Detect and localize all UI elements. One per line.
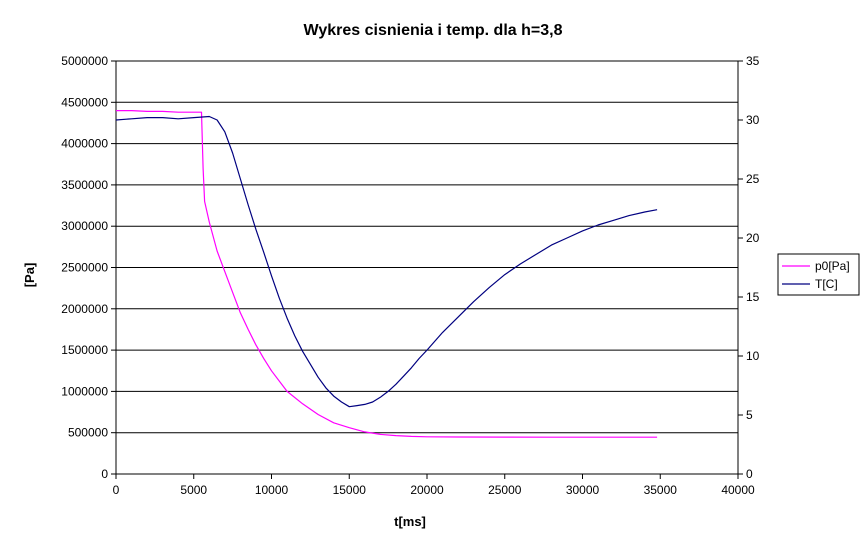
y-tick-label: 1500000 (61, 343, 108, 357)
x-tick-label: 15000 (333, 483, 367, 497)
series-lines (115, 109, 658, 438)
legend: p0[Pa] T[C] (777, 253, 860, 296)
y-tick-label: 2000000 (61, 302, 108, 316)
x-tick-label: 35000 (644, 483, 678, 497)
y-tick-label: 4000000 (61, 137, 108, 151)
y2-tick-label: 25 (746, 172, 760, 186)
x-axis-title: t[ms] (394, 514, 426, 529)
y2-tick-label: 30 (746, 113, 760, 127)
gridlines (116, 60, 738, 434)
y2-tick-label: 20 (746, 231, 760, 245)
y-tick-label: 0 (101, 467, 108, 481)
y-axis-title: [Pa] (22, 263, 37, 288)
series-line-t (115, 115, 658, 408)
y-tick-label: 3500000 (61, 178, 108, 192)
legend-label-t: T[C] (815, 277, 838, 291)
y-tick-label: 1000000 (61, 384, 108, 398)
y-tick-label: 4500000 (61, 95, 108, 109)
x-tick-label: 20000 (410, 483, 444, 497)
y-tick-label: 3000000 (61, 219, 108, 233)
y2-tick-label: 35 (746, 54, 760, 68)
y2-tick-label: 0 (746, 467, 753, 481)
y2-tick-label: 10 (746, 349, 760, 363)
series-line-p0 (116, 109, 658, 438)
chart-title: Wykres cisnienia i temp. dla h=3,8 (304, 22, 563, 39)
legend-box (777, 253, 860, 296)
x-tick-label: 0 (113, 483, 120, 497)
y-tick-label: 500000 (68, 426, 108, 440)
axes: 0500000100000015000002000000250000030000… (61, 54, 759, 497)
y-tick-label: 2500000 (61, 261, 108, 275)
x-tick-label: 40000 (721, 483, 755, 497)
x-tick-label: 10000 (255, 483, 289, 497)
y-tick-label: 5000000 (61, 54, 108, 68)
x-tick-label: 30000 (566, 483, 600, 497)
y2-tick-label: 5 (746, 408, 753, 422)
x-tick-label: 25000 (488, 483, 522, 497)
y2-tick-label: 15 (746, 290, 760, 304)
legend-label-p0: p0[Pa] (815, 259, 850, 273)
x-tick-label: 5000 (180, 483, 207, 497)
